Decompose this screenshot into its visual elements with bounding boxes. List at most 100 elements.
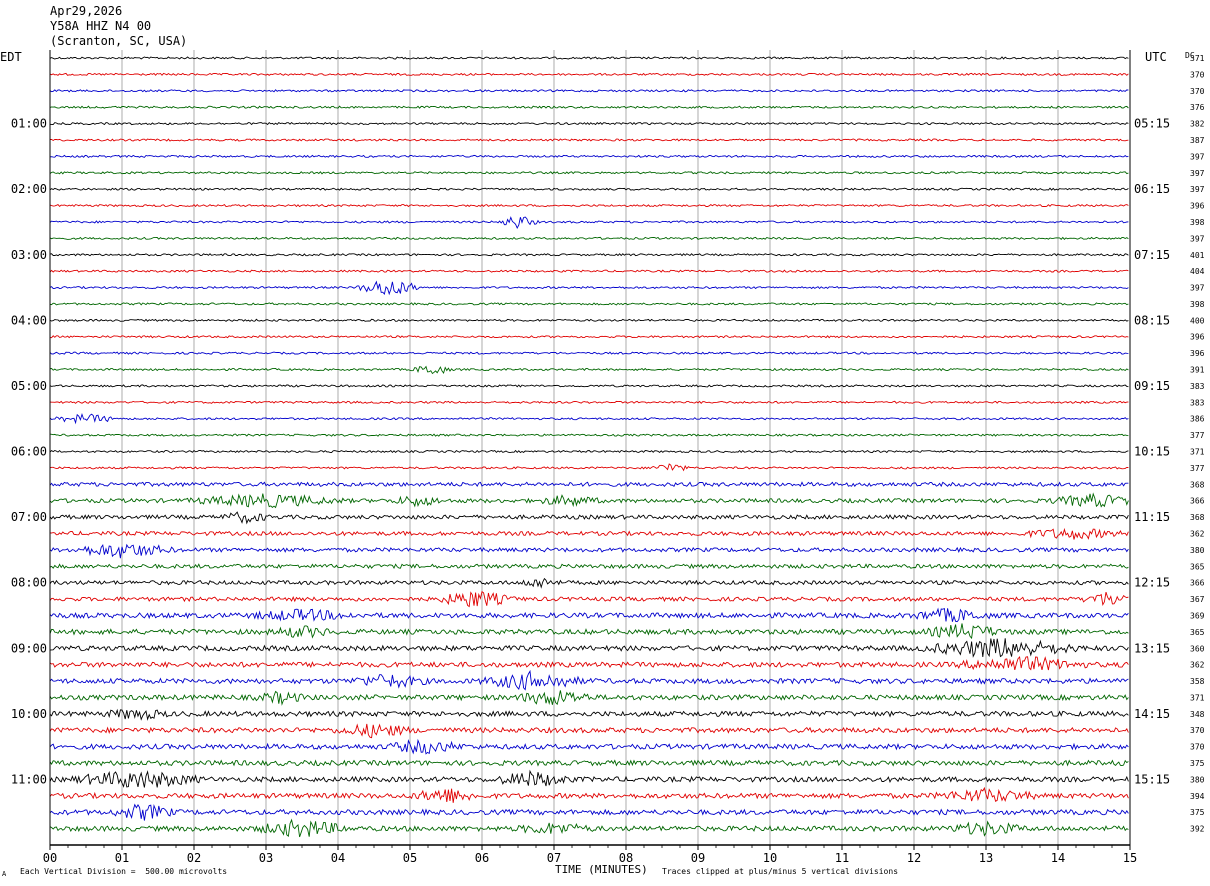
x-tick-label-05: 05 — [403, 851, 417, 865]
trace-20 — [49, 365, 1129, 375]
x-tick-label-07: 07 — [547, 851, 561, 865]
trace-14 — [49, 269, 1129, 273]
left-zone-label: EDT — [0, 50, 22, 64]
right-time-label-10:15: 10:15 — [1134, 445, 1170, 459]
dc-offset-47: 375 — [1190, 808, 1205, 817]
dc-offset-26: 377 — [1190, 464, 1205, 473]
right-time-label-06:15: 06:15 — [1134, 182, 1170, 196]
trace-35 — [49, 607, 1129, 623]
right-time-label-15:15: 15:15 — [1134, 772, 1170, 786]
right-time-label-07:15: 07:15 — [1134, 248, 1170, 262]
trace-36 — [49, 623, 1129, 640]
trace-27 — [49, 481, 1129, 488]
x-tick-label-04: 04 — [331, 851, 345, 865]
trace-48 — [49, 818, 1129, 838]
left-time-label-06:00: 06:00 — [11, 445, 47, 459]
trace-8 — [49, 171, 1129, 175]
dc-offset-27: 368 — [1190, 480, 1205, 489]
dc-offset-34: 367 — [1190, 595, 1205, 604]
dc-offset-15: 397 — [1190, 284, 1205, 293]
right-time-label-13:15: 13:15 — [1134, 641, 1170, 655]
trace-21 — [49, 384, 1129, 388]
trace-26 — [49, 463, 1129, 472]
x-tick-label-10: 10 — [763, 851, 777, 865]
date-label: Apr29,2026 — [50, 4, 123, 18]
right-time-label-14:15: 14:15 — [1134, 707, 1170, 721]
trace-39 — [49, 669, 1129, 691]
trace-18 — [49, 335, 1129, 339]
dc-offset-16: 398 — [1190, 300, 1205, 309]
dc-offset-6: 387 — [1190, 136, 1205, 145]
trace-47 — [49, 803, 1129, 821]
dc-offset-8: 397 — [1190, 169, 1205, 178]
dc-offset-21: 383 — [1190, 382, 1205, 391]
dc-offset-42: 370 — [1190, 726, 1205, 735]
dc-offset-13: 401 — [1190, 251, 1205, 260]
trace-19 — [49, 351, 1129, 355]
trace-23 — [49, 412, 1129, 425]
dc-header-label: DC — [1185, 51, 1195, 60]
trace-6 — [49, 138, 1129, 142]
trace-40 — [49, 690, 1129, 706]
left-time-label-04:00: 04:00 — [11, 313, 47, 327]
dc-offset-25: 371 — [1190, 448, 1205, 457]
trace-33 — [49, 577, 1129, 589]
trace-7 — [49, 154, 1129, 158]
dc-offset-44: 375 — [1190, 759, 1205, 768]
trace-31 — [49, 543, 1129, 559]
trace-10 — [49, 203, 1129, 208]
dc-offset-1: 371 — [1190, 54, 1205, 63]
dc-offset-38: 362 — [1190, 661, 1205, 670]
trace-37 — [49, 638, 1129, 658]
left-time-label-01:00: 01:00 — [11, 117, 47, 131]
trace-34 — [49, 590, 1129, 608]
x-tick-label-11: 11 — [835, 851, 849, 865]
left-time-label-11:00: 11:00 — [11, 772, 47, 786]
x-tick-label-06: 06 — [475, 851, 489, 865]
trace-38 — [49, 656, 1129, 671]
dc-offset-5: 382 — [1190, 120, 1205, 129]
x-tick-label-00: 00 — [43, 851, 57, 865]
dc-offset-33: 366 — [1190, 579, 1205, 588]
x-tick-label-14: 14 — [1051, 851, 1065, 865]
corner-mark: A — [2, 870, 7, 878]
station-label: Y58A HHZ N4 00 — [50, 19, 152, 33]
right-zone-label: UTC — [1145, 50, 1167, 64]
dc-offset-11: 398 — [1190, 218, 1205, 227]
x-tick-label-13: 13 — [979, 851, 993, 865]
left-time-label-08:00: 08:00 — [11, 576, 47, 590]
scale-note: Each Vertical Division = 500.00 microvol… — [20, 867, 228, 876]
trace-41 — [49, 708, 1129, 721]
axis-labels: 00 01 02 03 04 05 06 07 08 09 10 11 12 13 14 15 EDT UTC DC… — [0, 50, 1205, 865]
seismic-traces — [49, 56, 1129, 838]
dc-offset-14: 404 — [1190, 267, 1205, 276]
right-time-label-08:15: 08:15 — [1134, 313, 1170, 327]
dc-offset-23: 386 — [1190, 415, 1205, 424]
trace-3 — [49, 89, 1129, 93]
dc-offset-28: 366 — [1190, 497, 1205, 506]
dc-offset-48: 392 — [1190, 825, 1205, 834]
trace-45 — [49, 769, 1129, 788]
right-time-label-05:15: 05:15 — [1134, 117, 1170, 131]
trace-43 — [49, 738, 1129, 755]
time-gridlines — [49, 50, 1131, 845]
dc-offset-45: 380 — [1190, 775, 1205, 784]
trace-44 — [49, 759, 1129, 767]
trace-30 — [49, 527, 1129, 540]
left-time-label-07:00: 07:00 — [11, 510, 47, 524]
dc-offset-10: 396 — [1190, 202, 1205, 211]
left-time-label-02:00: 02:00 — [11, 182, 47, 196]
dc-offset-3: 370 — [1190, 87, 1205, 96]
trace-16 — [49, 302, 1129, 306]
location-label: (Scranton, SC, USA) — [50, 34, 188, 48]
dc-offset-17: 400 — [1190, 316, 1205, 325]
right-time-label-11:15: 11:15 — [1134, 510, 1170, 524]
trace-4 — [49, 105, 1129, 109]
trace-46 — [49, 786, 1129, 803]
dc-offset-22: 383 — [1190, 398, 1205, 407]
left-time-label-05:00: 05:00 — [11, 379, 47, 393]
dc-offset-9: 397 — [1190, 185, 1205, 194]
trace-1 — [49, 56, 1129, 60]
trace-5 — [49, 121, 1129, 126]
trace-29 — [49, 511, 1129, 525]
